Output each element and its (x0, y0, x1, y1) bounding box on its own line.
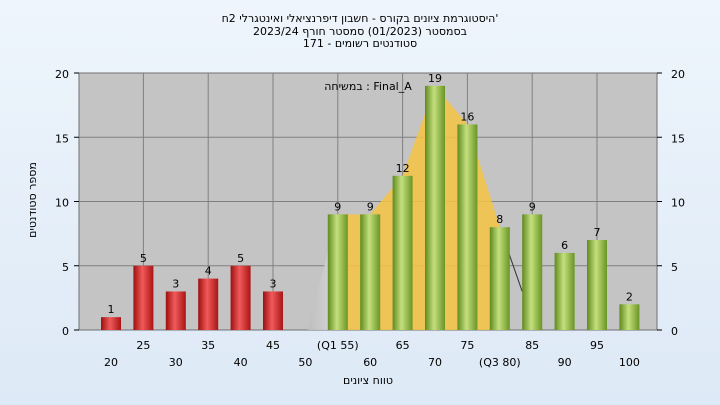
bar-value-label: 5 (140, 252, 147, 265)
bar-value-label: 9 (367, 200, 374, 213)
bar (198, 278, 219, 330)
x-tick-label: (Q3 80) (479, 356, 521, 369)
x-tick-label: 35 (201, 339, 215, 352)
x-tick-label: 90 (558, 356, 572, 369)
bar (327, 214, 348, 330)
bar (165, 291, 186, 330)
x-axis-title: טווח ציונים (343, 374, 393, 387)
y-tick-label-right: 0 (671, 325, 678, 338)
value-labels-layer: 1 5 3 4 5 3 9 9 12 19 16 8 9 6 7 2 (108, 72, 633, 316)
chart-title-line-1: היסטוגרמת ציונים בקורס - חשבון דיפרנציאל… (222, 12, 499, 25)
y-tick-label-right: 20 (671, 68, 685, 81)
bar (263, 291, 283, 330)
x-tick-label: 75 (460, 339, 474, 352)
bar-value-label: 2 (626, 290, 633, 303)
bar (425, 85, 445, 330)
chart-title-line-2: בסמסטר (01/2023) סמסטר חורף 2023/24 (253, 25, 467, 38)
x-tick-label: 95 (590, 339, 604, 352)
bar-value-label: 5 (237, 252, 244, 265)
bar-value-label: 7 (594, 226, 601, 239)
y-axis-right: 0 5 10 15 20 (657, 68, 685, 338)
x-tick-label: 70 (428, 356, 442, 369)
y-tick-label-right: 10 (671, 197, 685, 210)
x-tick-label: (Q1 55) (317, 339, 359, 352)
x-tick-label: 20 (104, 356, 118, 369)
x-tick-label: 65 (396, 339, 410, 352)
x-tick-label: 25 (136, 339, 150, 352)
y-tick-label-left: 20 (55, 68, 69, 81)
bar-value-label: 9 (334, 200, 341, 213)
y-tick-label-left: 5 (62, 261, 69, 274)
y-axis-title: מספר סטודנטים (26, 162, 39, 238)
bar-value-label: 9 (529, 200, 536, 213)
chart-titles: היסטוגרמת ציונים בקורס - חשבון דיפרנציאל… (222, 12, 499, 50)
bar-value-label: 3 (270, 277, 277, 290)
x-tick-label: 30 (169, 356, 183, 369)
x-tick-label: 45 (266, 339, 280, 352)
bars-layer (101, 85, 640, 331)
y-axis-left: 0 5 10 15 20 (55, 68, 79, 338)
bar (360, 214, 381, 330)
x-tick-label: 40 (234, 356, 248, 369)
x-tick-label: 100 (619, 356, 640, 369)
bar (392, 175, 413, 330)
y-tick-label-left: 15 (55, 132, 69, 145)
bar (554, 252, 575, 330)
x-tick-label: 60 (363, 356, 377, 369)
y-tick-label-right: 15 (671, 132, 685, 145)
curve-annotation: במשיחה : Final_A (324, 80, 412, 93)
bar (587, 240, 607, 330)
bar-value-label: 16 (460, 110, 474, 123)
x-tick-label: 50 (298, 356, 312, 369)
bar-value-label: 6 (561, 239, 568, 252)
bar-value-label: 19 (428, 72, 442, 85)
x-tick-label: 85 (525, 339, 539, 352)
bar (522, 214, 543, 330)
bar-value-label: 3 (172, 277, 179, 290)
y-tick-label-right: 5 (671, 261, 678, 274)
bar (133, 265, 154, 330)
y-tick-label-left: 0 (62, 325, 69, 338)
bar (489, 227, 510, 330)
bar (457, 124, 478, 331)
bar-value-label: 1 (108, 303, 115, 316)
bar (230, 265, 251, 330)
bar (101, 317, 121, 330)
bar-value-label: 4 (205, 265, 212, 278)
bar-value-label: 8 (496, 213, 503, 226)
chart-title-line-3: 171 - סטודנטים רשומים (303, 37, 417, 50)
bar (619, 304, 640, 330)
bar-value-label: 12 (396, 162, 410, 175)
y-tick-label-left: 10 (55, 197, 69, 210)
x-axis: 20 25 30 35 40 45 50 (Q1 55) 60 65 70 75 (Q3 80) 85 90… (104, 339, 640, 369)
